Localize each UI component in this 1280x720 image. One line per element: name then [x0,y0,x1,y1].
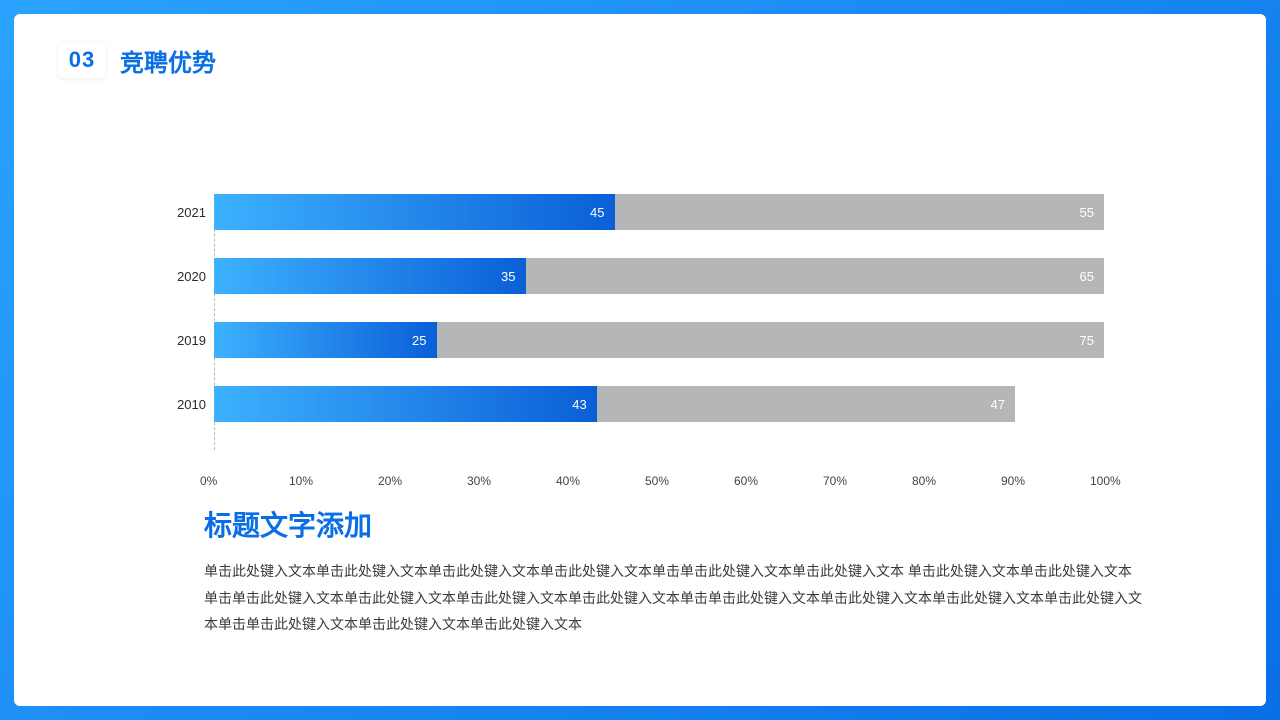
row-blue-segment: 45 [214,194,615,230]
row-bar-wrap: 5545 [214,194,1104,230]
x-tick-label: 70% [823,474,847,488]
x-tick-label: 60% [734,474,758,488]
row-blue-segment: 43 [214,386,597,422]
content-card: 03 竞聘优势 20215545202065352019752520104743… [14,14,1266,706]
bar-chart: 20215545202065352019752520104743 0%10%20… [164,194,1104,474]
chart-row: 20197525 [214,322,1104,358]
x-tick-label: 0% [200,474,217,488]
row-bar-wrap: 4743 [214,386,1104,422]
chart-rows: 20215545 20206535 20197525 20104743 [214,194,1104,450]
section-number-badge: 03 [58,42,106,78]
subsection-title: 标题文字添加 [204,504,1144,544]
x-tick-label: 90% [1001,474,1025,488]
x-tick-label: 50% [645,474,669,488]
section-header: 03 竞聘优势 [58,42,1222,78]
x-tick-label: 40% [556,474,580,488]
row-bar-wrap: 7525 [214,322,1104,358]
chart-row: 20104743 [214,386,1104,422]
x-tick-label: 100% [1090,474,1121,488]
row-year-label: 2020 [164,269,206,284]
section-number: 03 [69,47,95,73]
row-blue-segment: 25 [214,322,437,358]
row-year-label: 2010 [164,397,206,412]
row-bar-wrap: 6535 [214,258,1104,294]
page-background: 03 竞聘优势 20215545202065352019752520104743… [0,0,1280,720]
row-year-label: 2021 [164,205,206,220]
x-tick-label: 30% [467,474,491,488]
x-tick-label: 10% [289,474,313,488]
x-tick-label: 80% [912,474,936,488]
row-blue-segment: 35 [214,258,526,294]
subsection-body: 单击此处键入文本单击此处键入文本单击此处键入文本单击此处键入文本单击单击此处键入… [204,558,1144,638]
subsection: 标题文字添加 单击此处键入文本单击此处键入文本单击此处键入文本单击此处键入文本单… [204,504,1144,638]
section-title: 竞聘优势 [120,43,216,78]
x-tick-label: 20% [378,474,402,488]
chart-row: 20206535 [214,258,1104,294]
chart-row: 20215545 [214,194,1104,230]
row-year-label: 2019 [164,333,206,348]
